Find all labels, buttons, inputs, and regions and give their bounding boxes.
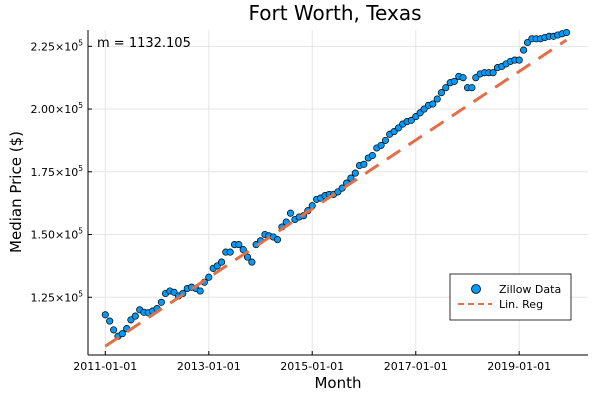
data-point bbox=[442, 84, 450, 92]
grid bbox=[88, 30, 588, 355]
x-ticks: 2011-01-01 2013-01-01 2015-01-01 2017-01-01… bbox=[73, 351, 551, 373]
x-tick-label: 2013-01-01 bbox=[177, 360, 241, 373]
y-tick-label: 2.25×105 bbox=[31, 38, 84, 53]
data-point bbox=[420, 105, 428, 113]
regression-line bbox=[104, 38, 568, 348]
data-point bbox=[429, 100, 437, 108]
data-point bbox=[110, 326, 118, 334]
data-point bbox=[157, 298, 165, 306]
legend-marker-zillow-data bbox=[471, 284, 481, 294]
slope-annotation: m = 1132.105 bbox=[97, 36, 191, 51]
data-point bbox=[360, 160, 368, 168]
data-point bbox=[127, 316, 135, 324]
data-point bbox=[226, 248, 234, 256]
data-point bbox=[101, 311, 109, 319]
data-point bbox=[412, 113, 420, 121]
data-point bbox=[131, 312, 139, 320]
data-point bbox=[273, 236, 282, 244]
data-point bbox=[205, 273, 213, 281]
y-tick-label: 1.50×105 bbox=[31, 227, 84, 242]
x-tick-label: 2019-01-01 bbox=[487, 360, 551, 373]
data-point bbox=[106, 317, 114, 325]
x-tick-label: 2011-01-01 bbox=[73, 360, 137, 373]
x-tick-label: 2015-01-01 bbox=[280, 360, 344, 373]
data-point bbox=[196, 287, 204, 295]
data-point bbox=[489, 69, 497, 77]
data-point bbox=[347, 174, 355, 182]
data-point bbox=[433, 95, 441, 103]
data-point bbox=[248, 258, 256, 266]
data-point bbox=[368, 151, 376, 160]
data-point bbox=[218, 258, 226, 266]
data-point bbox=[437, 89, 445, 97]
x-tick-label: 2017-01-01 bbox=[384, 360, 448, 373]
axis-frame bbox=[87, 30, 588, 356]
data-point bbox=[381, 136, 390, 144]
series-lin-reg bbox=[104, 38, 568, 348]
y-tick-label: 2.00×105 bbox=[31, 101, 84, 116]
data-point bbox=[450, 77, 458, 85]
data-point bbox=[286, 209, 295, 217]
data-point bbox=[472, 74, 480, 82]
legend-label-lin-reg: Lin. Reg bbox=[499, 298, 543, 311]
data-point bbox=[235, 241, 243, 249]
data-point bbox=[351, 169, 359, 177]
data-point bbox=[239, 246, 247, 254]
data-point bbox=[562, 28, 571, 37]
data-point bbox=[213, 262, 221, 270]
y-tick-label: 1.25×105 bbox=[31, 289, 84, 304]
y-ticks: 1.25×105 1.50×105 1.75×105 2.00×105 2.25×105 bbox=[31, 38, 92, 304]
data-point bbox=[468, 84, 476, 92]
data-point bbox=[520, 46, 528, 54]
data-point bbox=[243, 253, 252, 261]
y-axis-label: Median Price ($) bbox=[7, 131, 25, 253]
legend: Zillow Data Lin. Reg bbox=[449, 273, 572, 321]
data-point bbox=[459, 74, 467, 82]
chart-title: Fort Worth, Texas bbox=[248, 1, 421, 25]
x-axis-label: Month bbox=[314, 374, 361, 392]
data-point bbox=[515, 56, 523, 64]
data-point bbox=[377, 141, 385, 149]
legend-label-zillow-data: Zillow Data bbox=[499, 283, 561, 296]
data-point bbox=[118, 330, 126, 338]
legend-box bbox=[449, 273, 572, 321]
y-tick-label: 1.75×105 bbox=[31, 164, 84, 179]
